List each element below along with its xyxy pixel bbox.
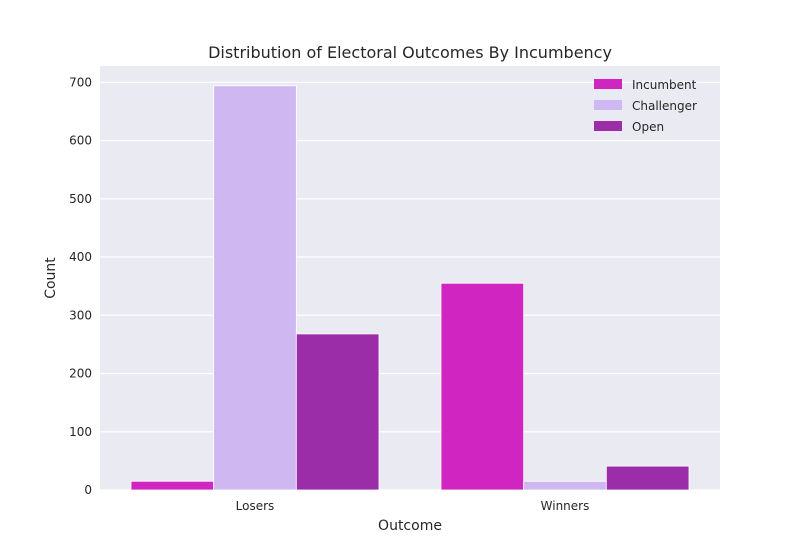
- x-tick-label: Winners: [541, 499, 590, 513]
- x-axis-label: Outcome: [378, 518, 442, 534]
- bars: [130, 85, 690, 491]
- legend-swatch-open: [594, 121, 622, 131]
- plot-background: [100, 66, 720, 490]
- bar-challenger-losers: [213, 85, 297, 491]
- y-tick-label: 200: [69, 367, 92, 381]
- y-tick-label: 0: [84, 483, 92, 497]
- legend-swatch-incumbent: [594, 79, 622, 89]
- x-tick-labels: Losers Winners: [236, 499, 590, 513]
- x-tick-label: Losers: [236, 499, 275, 513]
- legend-swatch-challenger: [594, 100, 622, 110]
- legend-label-challenger: Challenger: [632, 99, 697, 113]
- legend-label-incumbent: Incumbent: [632, 78, 697, 92]
- y-tick-label: 700: [69, 75, 92, 89]
- chart-title: Distribution of Electoral Outcomes By In…: [208, 43, 612, 62]
- y-tick-labels: 0 100 200 300 400 500 600 700: [69, 75, 92, 497]
- y-tick-label: 100: [69, 425, 92, 439]
- y-tick-label: 500: [69, 192, 92, 206]
- bar-open-losers: [295, 333, 380, 491]
- y-tick-label: 300: [69, 308, 92, 322]
- bar-incumbent-losers: [130, 480, 215, 491]
- bar-incumbent-winners: [440, 282, 525, 491]
- legend-label-open: Open: [632, 120, 664, 134]
- bar-challenger-winners: [523, 480, 607, 491]
- y-tick-label: 400: [69, 250, 92, 264]
- legend: Incumbent Challenger Open: [594, 78, 697, 134]
- y-tick-label: 600: [69, 134, 92, 148]
- y-axis-label: Count: [43, 257, 59, 299]
- gridlines: [100, 81, 720, 491]
- bar-open-winners: [605, 465, 690, 491]
